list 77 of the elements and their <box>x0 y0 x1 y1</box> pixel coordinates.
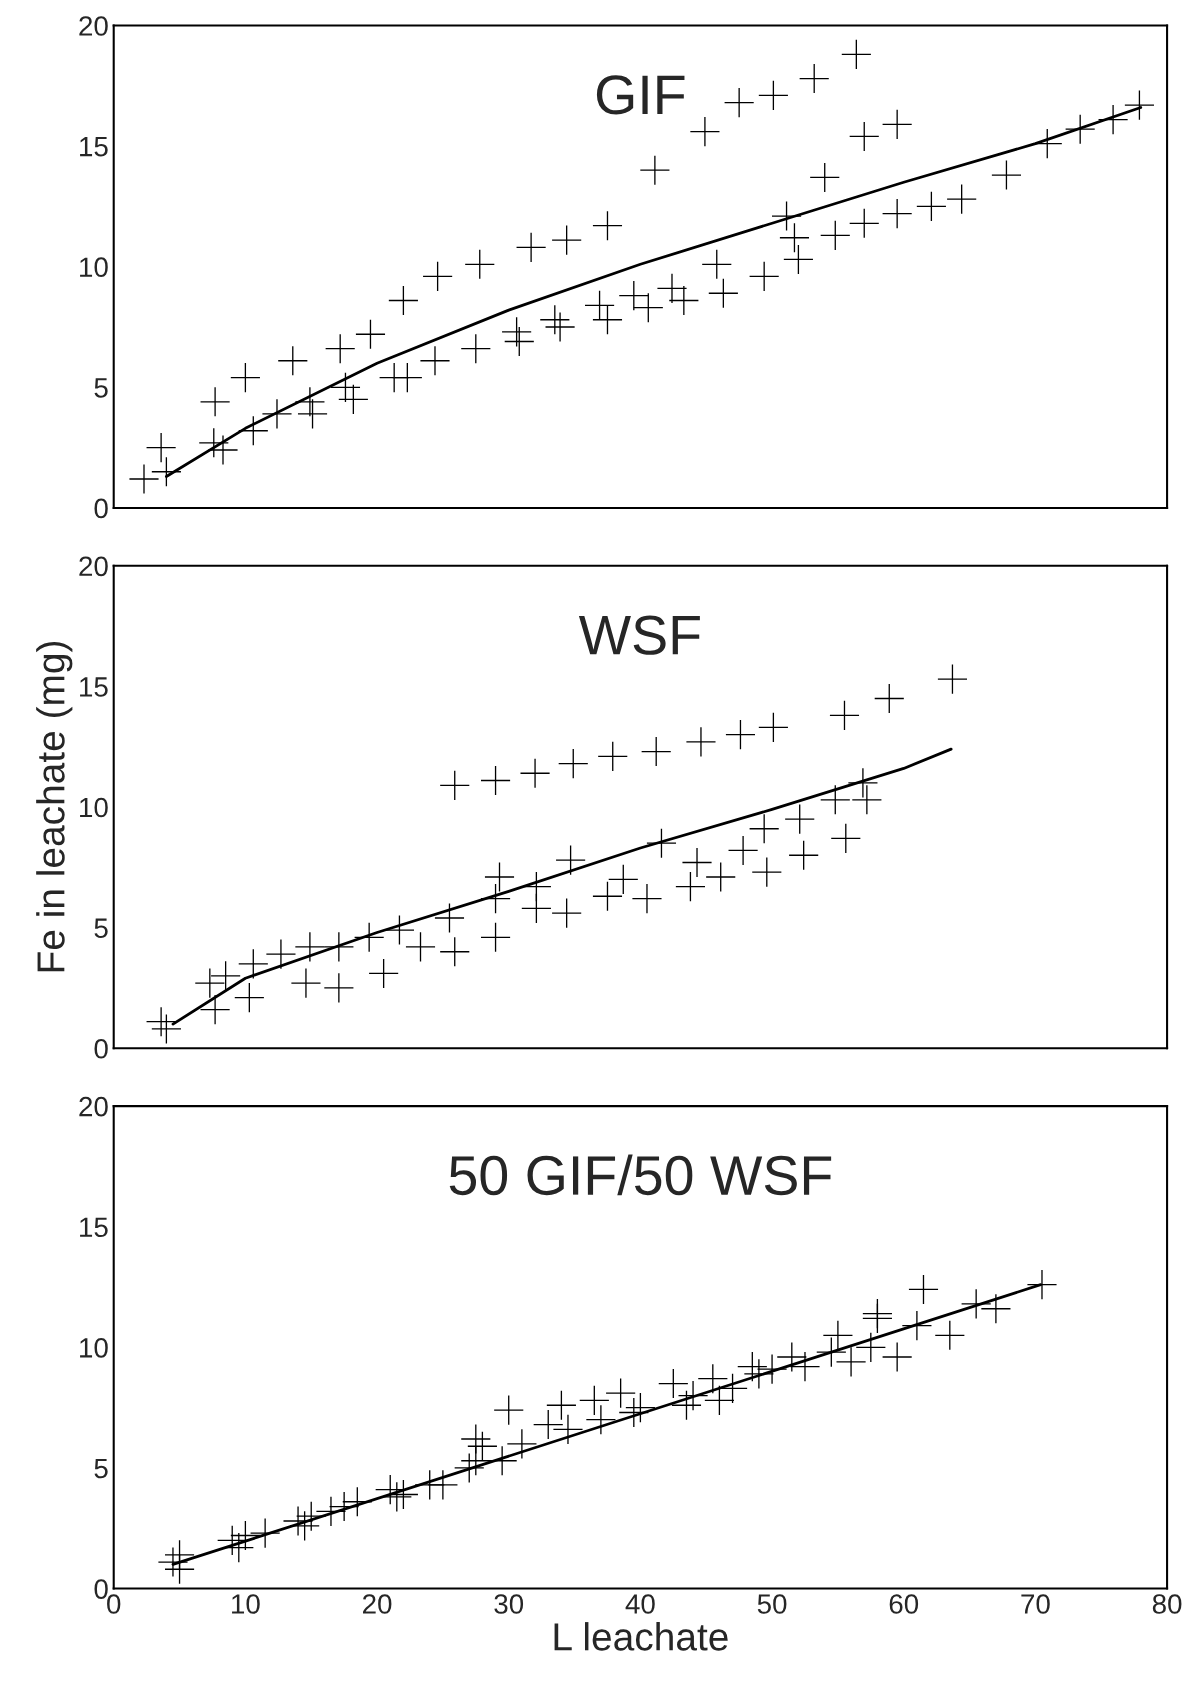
point <box>295 932 325 962</box>
y-tick-label: 15 <box>80 677 108 697</box>
text: 50 GIF/50 WSF <box>449 1154 832 1196</box>
y-tick-label: 15 <box>80 1217 108 1238</box>
point <box>882 1342 912 1372</box>
y-tick-label: 0 <box>94 1579 108 1599</box>
point <box>728 835 758 866</box>
point <box>428 1470 458 1500</box>
x-tick-label: 0 <box>107 1594 121 1614</box>
point <box>556 845 586 875</box>
point <box>250 1518 280 1548</box>
point <box>836 1347 866 1377</box>
x-tick-label: 20 <box>363 1594 392 1614</box>
point <box>744 1359 774 1389</box>
point <box>291 968 321 998</box>
y-tick-label: 10 <box>80 1338 108 1358</box>
point <box>354 922 384 952</box>
text: GIF <box>596 75 685 115</box>
point <box>283 1506 313 1536</box>
x-tick-label: 80 <box>1152 1594 1182 1614</box>
point <box>487 1446 517 1476</box>
point <box>678 1381 708 1411</box>
point <box>324 973 354 1003</box>
x-axis-title: L leachate <box>554 1622 728 1651</box>
y-tick-label: 0 <box>94 498 108 519</box>
point <box>752 857 782 887</box>
y-tick-label: 10 <box>80 257 108 278</box>
point <box>553 1414 583 1444</box>
x-tick-label: 60 <box>889 1594 919 1614</box>
x-tick-label: 30 <box>494 1594 524 1614</box>
x-tick-label: 40 <box>625 1594 655 1614</box>
point <box>757 1354 787 1384</box>
point <box>848 768 878 798</box>
point <box>777 1342 807 1372</box>
point <box>520 758 550 788</box>
y-tick-label: 5 <box>94 1458 108 1479</box>
y-tick-label: 5 <box>94 918 108 938</box>
point <box>902 1311 932 1341</box>
point <box>823 1320 853 1350</box>
point <box>961 1289 991 1319</box>
x-tick-label: 10 <box>232 1594 260 1614</box>
point <box>852 785 882 815</box>
point <box>200 995 230 1025</box>
point <box>405 932 436 962</box>
point <box>632 884 662 914</box>
point <box>151 1014 181 1044</box>
y-tick-label: 20 <box>79 556 108 577</box>
point <box>790 1352 820 1382</box>
y-axis-title: Fe in leachate (mg) <box>36 641 73 972</box>
y-tick-label: 0 <box>94 1038 108 1059</box>
point <box>434 903 465 933</box>
y-tick-label: 15 <box>80 137 108 157</box>
y-tick-label: 20 <box>79 1096 108 1117</box>
point <box>146 1007 176 1037</box>
point <box>461 1424 491 1454</box>
text: WSF <box>578 615 700 655</box>
point <box>324 932 354 962</box>
point <box>686 727 716 757</box>
point <box>1027 1270 1057 1300</box>
y-tick-label: 5 <box>94 378 108 398</box>
point <box>706 862 736 892</box>
point <box>266 939 296 969</box>
point <box>785 804 815 834</box>
point <box>382 1482 412 1512</box>
point <box>586 1405 616 1435</box>
point <box>494 1395 524 1425</box>
point <box>981 1294 1011 1324</box>
point <box>682 847 712 878</box>
y-tick-label: 10 <box>80 797 108 818</box>
x-tick-label: 70 <box>1021 1594 1050 1614</box>
point <box>507 1429 537 1459</box>
point <box>484 862 515 892</box>
point <box>158 1547 188 1577</box>
y-tick-label: 20 <box>79 16 108 36</box>
x-tick-label: 50 <box>757 1594 787 1614</box>
point <box>211 961 241 991</box>
point <box>195 968 225 998</box>
